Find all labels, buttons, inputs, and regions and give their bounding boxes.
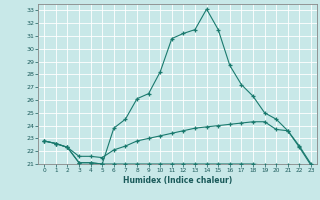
- X-axis label: Humidex (Indice chaleur): Humidex (Indice chaleur): [123, 176, 232, 185]
